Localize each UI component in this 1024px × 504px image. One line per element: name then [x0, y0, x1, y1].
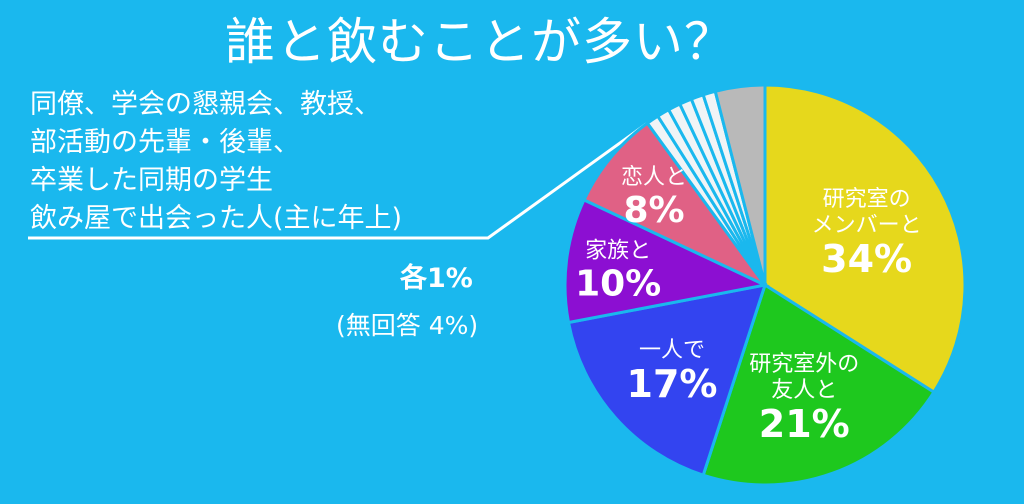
- each-percent-label: 各1%: [400, 263, 473, 294]
- chart-title: 誰と飲むことが多い？: [225, 13, 735, 71]
- slice-value-label: 17%: [627, 362, 718, 406]
- note-line: 部活動の先輩・後輩、: [30, 127, 300, 158]
- slice-category-label: 一人で: [639, 338, 705, 363]
- slice-category-label: 研究室外の: [749, 352, 859, 377]
- note-line: 飲み屋で出会った人(主に年上): [30, 203, 403, 234]
- slice-value-label: 21%: [759, 402, 850, 446]
- slice-category-label: 研究室の: [823, 187, 911, 212]
- slice-value-label: 34%: [821, 237, 912, 281]
- slice-value-label: 10%: [575, 263, 661, 304]
- slice-category-label: 恋人と: [621, 165, 687, 190]
- minor-categories-note: 同僚、学会の懇親会、教授、 部活動の先輩・後輩、 卒業した同期の学生 飲み屋で出…: [30, 86, 402, 238]
- pie-slice: [563, 197, 770, 325]
- slice-category-label: 友人と: [771, 378, 837, 403]
- slice-category-label: 家族と: [585, 238, 651, 263]
- pie-slice: [713, 83, 767, 286]
- pie-slices: [563, 83, 967, 487]
- no-answer-label: (無回答 4%): [336, 311, 479, 340]
- pie-slice: [566, 283, 768, 478]
- note-line: 卒業した同期の学生: [30, 165, 273, 196]
- leader-line-path: [28, 122, 648, 240]
- slice-category-label: メンバーと: [812, 213, 922, 238]
- pie-slice: [701, 282, 936, 487]
- leader-line: [28, 122, 648, 240]
- slice-value-label: 8%: [623, 190, 684, 231]
- pie-slice: [582, 121, 767, 287]
- note-line: 同僚、学会の懇親会、教授、: [30, 89, 381, 120]
